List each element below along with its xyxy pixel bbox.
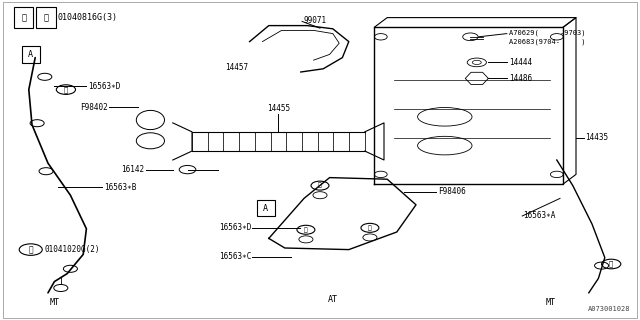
Text: ①: ① — [64, 86, 68, 93]
Text: A073001028: A073001028 — [588, 306, 630, 312]
Text: A70629(     -9703): A70629( -9703) — [509, 29, 586, 36]
Text: 14444: 14444 — [509, 58, 532, 67]
Text: 16563∗A: 16563∗A — [524, 212, 556, 220]
Text: F98406: F98406 — [438, 188, 466, 196]
Text: A: A — [28, 50, 33, 59]
Text: ①: ① — [318, 183, 322, 188]
Text: MT: MT — [545, 298, 556, 307]
Text: 01041020G(2): 01041020G(2) — [45, 245, 100, 254]
Text: MT: MT — [49, 298, 60, 307]
Text: 16563∗B: 16563∗B — [104, 183, 136, 192]
Text: 16563∗C: 16563∗C — [219, 252, 252, 261]
Text: A: A — [263, 204, 268, 212]
Text: 99071: 99071 — [304, 16, 327, 25]
Text: Ⓑ: Ⓑ — [44, 13, 49, 22]
Text: F98402: F98402 — [80, 103, 108, 112]
Text: AT: AT — [328, 295, 338, 304]
Text: 14435: 14435 — [586, 133, 609, 142]
Text: 14457: 14457 — [225, 63, 248, 72]
Text: 14455: 14455 — [267, 104, 290, 113]
Text: 14486: 14486 — [509, 74, 532, 83]
Text: 16563∗D: 16563∗D — [219, 223, 252, 232]
Text: 01040816G(3): 01040816G(3) — [58, 13, 118, 22]
Text: A20683(9704-     ): A20683(9704- ) — [509, 39, 586, 45]
Text: 16142: 16142 — [121, 165, 144, 174]
Text: ①: ① — [609, 261, 613, 267]
Text: ①: ① — [21, 13, 26, 22]
Text: ①: ① — [304, 227, 308, 233]
Text: Ⓑ: Ⓑ — [28, 245, 33, 254]
Text: 16563∗D: 16563∗D — [88, 82, 120, 91]
Text: ①: ① — [368, 225, 372, 231]
